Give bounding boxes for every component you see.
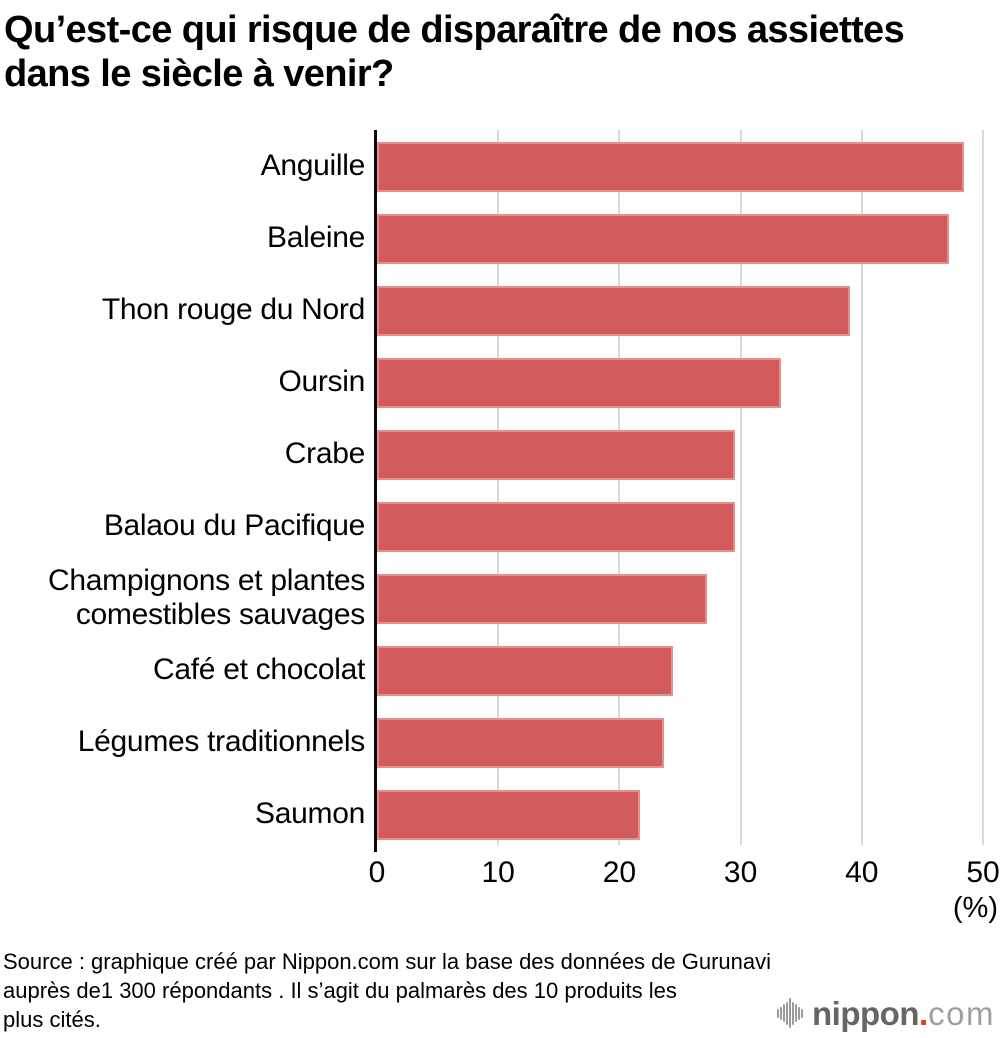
- bar-row: [377, 202, 983, 274]
- category-labels: Anguille Baleine Thon rouge du Nord Oursin C…: [0, 130, 365, 850]
- category-label: Saumon: [255, 797, 365, 830]
- bar: [377, 646, 673, 696]
- bar-row: [377, 346, 983, 418]
- bar-row: [377, 562, 983, 634]
- source-line-3: plus cités.: [3, 1007, 101, 1032]
- gridline-10: [497, 130, 500, 845]
- y-axis-line: [374, 130, 377, 852]
- logo-tld-com: com: [928, 994, 995, 1032]
- x-tick-label-30: 30: [723, 856, 758, 889]
- gridline-30: [739, 130, 742, 845]
- source-line-1: Source : graphique créé par Nippon.com s…: [3, 949, 772, 974]
- gridline-50: [982, 130, 984, 845]
- category-label: Baleine: [267, 221, 365, 254]
- bar: [377, 574, 707, 624]
- bar: [377, 142, 964, 192]
- x-axis-ticks: 0 10 20 30 40 50: [369, 856, 1000, 892]
- bar: [377, 790, 640, 840]
- category-label: Thon rouge du Nord: [101, 293, 365, 326]
- logo-word-nippon: nippon: [812, 994, 919, 1032]
- plot-area: [374, 130, 984, 852]
- bar-row: [377, 418, 983, 490]
- bar-row: [377, 130, 983, 202]
- bar: [377, 214, 950, 264]
- x-tick-label-10: 10: [481, 856, 515, 889]
- x-axis-unit-label: (%): [952, 892, 998, 924]
- bar: [377, 718, 665, 768]
- bar: [377, 502, 735, 552]
- category-label: Balaou du Pacifique: [103, 509, 365, 542]
- x-tick-label-0: 0: [368, 856, 386, 889]
- bar-rows: [377, 130, 983, 850]
- bar-row: [377, 778, 983, 850]
- bar-chart: Anguille Baleine Thon rouge du Nord Oursin C…: [0, 130, 1000, 930]
- bar: [377, 358, 781, 408]
- x-tick-label-50: 50: [966, 856, 1000, 889]
- gridline-40: [860, 130, 863, 845]
- page-title-line-1: Qu’est-ce qui risque de disparaître de n…: [4, 9, 905, 51]
- category-label: Oursin: [278, 365, 365, 398]
- category-label: Crabe: [284, 437, 366, 470]
- bar-row: [377, 706, 983, 778]
- category-label: Champignons et plantes comestibles sauva…: [48, 564, 365, 631]
- nippon-com-logo: nippon. com: [777, 993, 995, 1033]
- category-label: Anguille: [260, 149, 366, 182]
- bar-row: [377, 634, 983, 706]
- soundwave-icon: [777, 998, 804, 1028]
- page-title-line-2: dans le siècle à venir?: [4, 53, 394, 95]
- x-tick-label-20: 20: [602, 856, 637, 889]
- bar-row: [377, 274, 983, 346]
- category-label: Café et chocolat: [153, 653, 365, 686]
- source-note: Source : graphique créé par Nippon.com s…: [3, 947, 778, 1034]
- gridline-20: [618, 130, 621, 845]
- page-title: Qu’est-ce qui risque de disparaître de n…: [4, 8, 996, 96]
- logo-red-dot: .: [918, 994, 929, 1032]
- x-tick-label-40: 40: [845, 856, 879, 889]
- category-label: Légumes traditionnels: [77, 725, 366, 758]
- bar: [377, 286, 850, 336]
- bar-row: [377, 490, 983, 562]
- source-line-2: auprès de1 300 répondants . Il s’agit du…: [3, 978, 677, 1003]
- logo-wordmark: nippon. com: [812, 997, 995, 1030]
- bar: [377, 430, 735, 480]
